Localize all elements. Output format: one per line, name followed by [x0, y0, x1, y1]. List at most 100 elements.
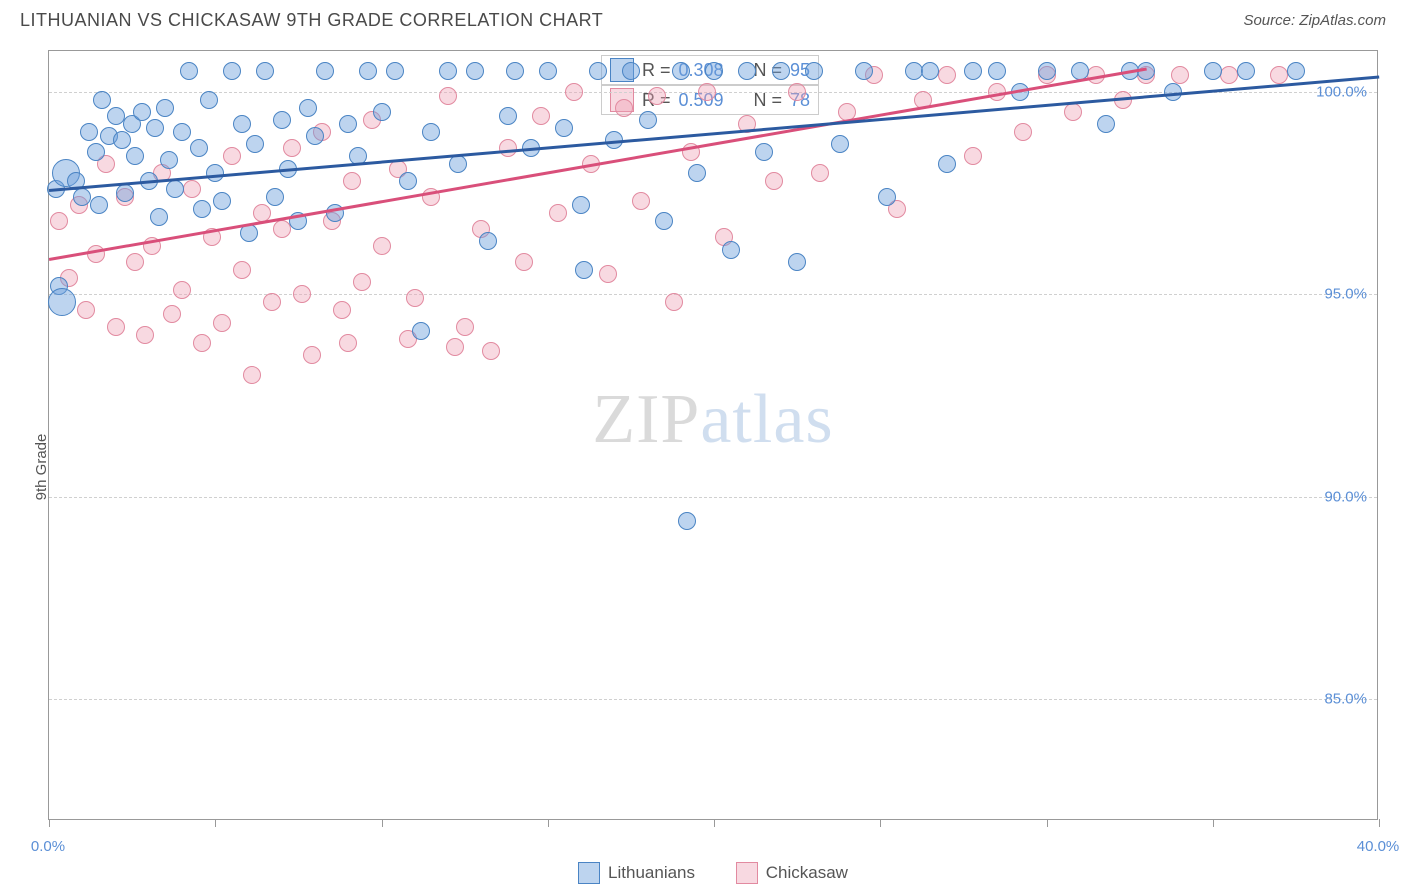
- data-point-pink: [456, 318, 474, 336]
- data-point-pink: [273, 220, 291, 238]
- y-tick-label: 100.0%: [1316, 83, 1367, 100]
- data-point-blue: [90, 196, 108, 214]
- y-tick-label: 95.0%: [1324, 286, 1367, 303]
- data-point-pink: [1220, 66, 1238, 84]
- data-point-pink: [173, 281, 191, 299]
- legend-swatch-blue: [578, 862, 600, 884]
- y-tick-label: 85.0%: [1324, 691, 1367, 708]
- data-point-pink: [446, 338, 464, 356]
- data-point-blue: [316, 62, 334, 80]
- data-point-pink: [811, 164, 829, 182]
- gridline: [49, 699, 1377, 700]
- data-point-pink: [303, 346, 321, 364]
- x-tick: [714, 819, 715, 827]
- data-point-pink: [632, 192, 650, 210]
- data-point-pink: [293, 285, 311, 303]
- data-point-blue: [422, 123, 440, 141]
- data-point-blue: [273, 111, 291, 129]
- data-point-blue: [233, 115, 251, 133]
- data-point-pink: [565, 83, 583, 101]
- data-point-pink: [549, 204, 567, 222]
- data-point-blue: [921, 62, 939, 80]
- data-point-pink: [87, 245, 105, 263]
- data-point-pink: [193, 334, 211, 352]
- data-point-blue: [539, 62, 557, 80]
- data-point-blue: [173, 123, 191, 141]
- data-point-blue: [133, 103, 151, 121]
- data-point-pink: [439, 87, 457, 105]
- data-point-pink: [333, 301, 351, 319]
- data-point-blue: [1204, 62, 1222, 80]
- data-point-pink: [126, 253, 144, 271]
- data-point-pink: [599, 265, 617, 283]
- legend-label-pink: Chickasaw: [766, 863, 848, 883]
- data-point-blue: [555, 119, 573, 137]
- data-point-blue: [256, 62, 274, 80]
- data-point-blue: [240, 224, 258, 242]
- data-point-blue: [339, 115, 357, 133]
- data-point-blue: [466, 62, 484, 80]
- data-point-blue: [373, 103, 391, 121]
- data-point-pink: [788, 83, 806, 101]
- data-point-pink: [698, 83, 716, 101]
- x-tick-label: 0.0%: [31, 838, 65, 855]
- data-point-blue: [722, 241, 740, 259]
- data-point-blue: [160, 151, 178, 169]
- data-point-pink: [648, 87, 666, 105]
- data-point-blue: [116, 184, 134, 202]
- data-point-blue: [246, 135, 264, 153]
- data-point-blue: [572, 196, 590, 214]
- data-point-blue: [93, 91, 111, 109]
- x-tick-label: 40.0%: [1357, 838, 1400, 855]
- data-point-blue: [412, 322, 430, 340]
- data-point-blue: [166, 180, 184, 198]
- data-point-pink: [1064, 103, 1082, 121]
- data-point-blue: [150, 208, 168, 226]
- data-point-pink: [964, 147, 982, 165]
- gridline: [49, 497, 1377, 498]
- data-point-blue: [772, 62, 790, 80]
- data-point-blue: [73, 188, 91, 206]
- data-point-blue: [655, 212, 673, 230]
- x-tick: [548, 819, 549, 827]
- data-point-pink: [515, 253, 533, 271]
- data-point-pink: [765, 172, 783, 190]
- data-point-pink: [1014, 123, 1032, 141]
- watermark-part2: atlas: [700, 381, 833, 458]
- data-point-blue: [905, 62, 923, 80]
- data-point-blue: [964, 62, 982, 80]
- data-point-blue: [193, 200, 211, 218]
- data-point-blue: [1237, 62, 1255, 80]
- gridline: [49, 294, 1377, 295]
- data-point-blue: [622, 62, 640, 80]
- x-axis-labels: 0.0%40.0%: [48, 832, 1378, 862]
- data-point-blue: [180, 62, 198, 80]
- data-point-blue: [831, 135, 849, 153]
- plot-area: ZIPatlas R =0.308N =95R =0.509N =78 85.0…: [48, 50, 1378, 820]
- data-point-blue: [126, 147, 144, 165]
- data-point-pink: [482, 342, 500, 360]
- data-point-pink: [373, 237, 391, 255]
- data-point-pink: [615, 99, 633, 117]
- y-tick-label: 90.0%: [1324, 488, 1367, 505]
- data-point-blue: [499, 107, 517, 125]
- data-point-blue: [575, 261, 593, 279]
- data-point-blue: [223, 62, 241, 80]
- data-point-pink: [665, 293, 683, 311]
- chart-container: 9th Grade ZIPatlas R =0.308N =95R =0.509…: [0, 42, 1406, 892]
- data-point-blue: [113, 131, 131, 149]
- data-point-blue: [1287, 62, 1305, 80]
- data-point-blue: [200, 91, 218, 109]
- legend: Lithuanians Chickasaw: [48, 862, 1378, 889]
- data-point-blue: [788, 253, 806, 271]
- legend-item-lithuanians: Lithuanians: [578, 862, 695, 884]
- data-point-pink: [283, 139, 301, 157]
- data-point-blue: [156, 99, 174, 117]
- data-point-pink: [353, 273, 371, 291]
- data-point-pink: [339, 334, 357, 352]
- data-point-blue: [399, 172, 417, 190]
- data-point-blue: [1137, 62, 1155, 80]
- x-tick: [1379, 819, 1380, 827]
- x-tick: [215, 819, 216, 827]
- data-point-blue: [755, 143, 773, 161]
